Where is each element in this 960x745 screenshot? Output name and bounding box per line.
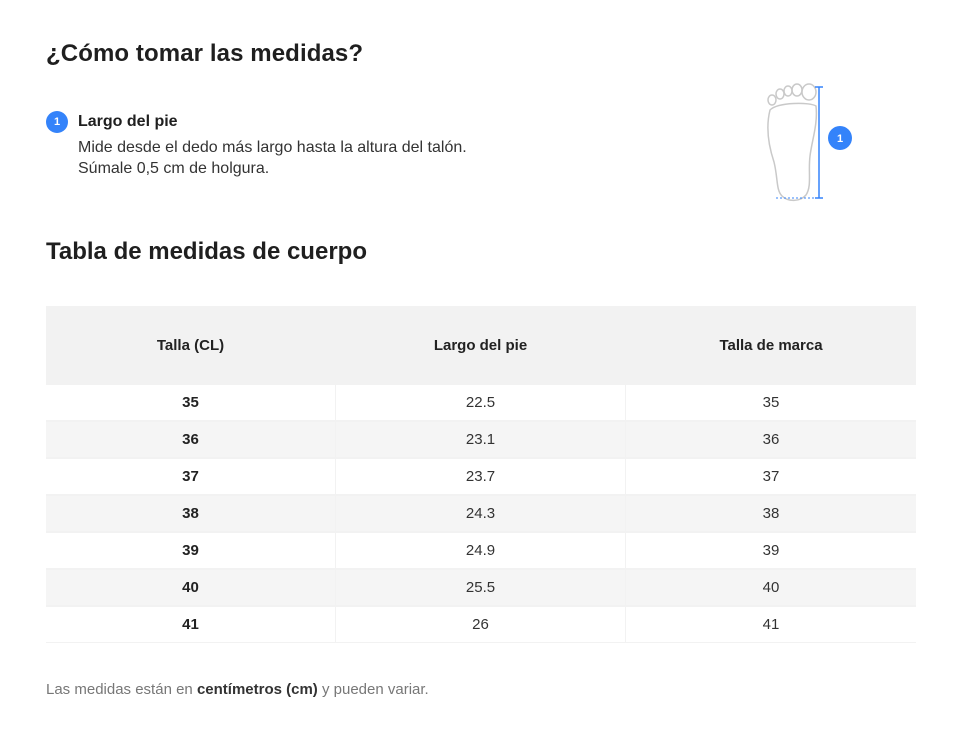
header-talla-de-marca: Talla de marca bbox=[719, 337, 823, 354]
step-number-badge: 1 bbox=[46, 111, 68, 133]
cell-marca: 40 bbox=[626, 570, 916, 605]
cell-largo: 24.3 bbox=[336, 496, 625, 531]
note-units-bold: centímetros (cm) bbox=[196, 681, 318, 698]
cell-marca: 36 bbox=[626, 422, 916, 457]
foot-illustration: 1 bbox=[760, 82, 870, 206]
table-row: 37 23.7 37 bbox=[46, 459, 916, 496]
header-largo-del-pie: Largo del pie bbox=[433, 337, 528, 354]
cell-talla: 36 bbox=[46, 422, 335, 457]
note-text-before: Las medidas están en bbox=[46, 681, 197, 698]
table-row: 41 26 41 bbox=[46, 607, 916, 644]
cell-largo: 23.7 bbox=[336, 459, 625, 494]
table-row: 36 23.1 36 bbox=[46, 422, 916, 459]
cell-marca: 38 bbox=[626, 496, 916, 531]
cell-talla: 40 bbox=[46, 570, 335, 605]
foot-outline-icon: 1 bbox=[767, 83, 852, 202]
table-row: 40 25.5 40 bbox=[46, 570, 916, 607]
cell-talla: 37 bbox=[46, 459, 335, 494]
cell-largo: 26 bbox=[336, 607, 625, 642]
cell-talla: 38 bbox=[46, 496, 335, 531]
units-note: Las medidas están en centímetros (cm) y … bbox=[46, 681, 429, 698]
table-row: 35 22.5 35 bbox=[46, 385, 916, 422]
cell-largo: 22.5 bbox=[336, 385, 625, 420]
note-text-after: y pueden variar. bbox=[317, 681, 429, 698]
table-header: Talla (CL) Largo del pie Talla de marca bbox=[46, 306, 916, 385]
cell-talla: 41 bbox=[46, 607, 335, 642]
cell-largo: 25.5 bbox=[336, 570, 625, 605]
cell-marca: 37 bbox=[626, 459, 916, 494]
cell-marca: 39 bbox=[626, 533, 916, 568]
header-talla-cl: Talla (CL) bbox=[156, 337, 225, 354]
cell-talla: 39 bbox=[46, 533, 335, 568]
page-title: ¿Cómo tomar las medidas? bbox=[46, 40, 364, 67]
table-row: 39 24.9 39 bbox=[46, 533, 916, 570]
step-title: Largo del pie bbox=[78, 113, 178, 130]
cell-largo: 24.9 bbox=[336, 533, 625, 568]
cell-talla: 35 bbox=[46, 385, 335, 420]
table-row: 38 24.3 38 bbox=[46, 496, 916, 533]
cell-marca: 41 bbox=[626, 607, 916, 642]
cell-marca: 35 bbox=[626, 385, 916, 420]
cell-largo: 23.1 bbox=[336, 422, 625, 457]
size-table: Talla (CL) Largo del pie Talla de marca … bbox=[46, 306, 916, 643]
table-title: Tabla de medidas de cuerpo bbox=[46, 238, 367, 265]
step-description: Mide desde el dedo más largo hasta la al… bbox=[78, 139, 467, 177]
illustration-marker-number: 1 bbox=[837, 133, 843, 145]
